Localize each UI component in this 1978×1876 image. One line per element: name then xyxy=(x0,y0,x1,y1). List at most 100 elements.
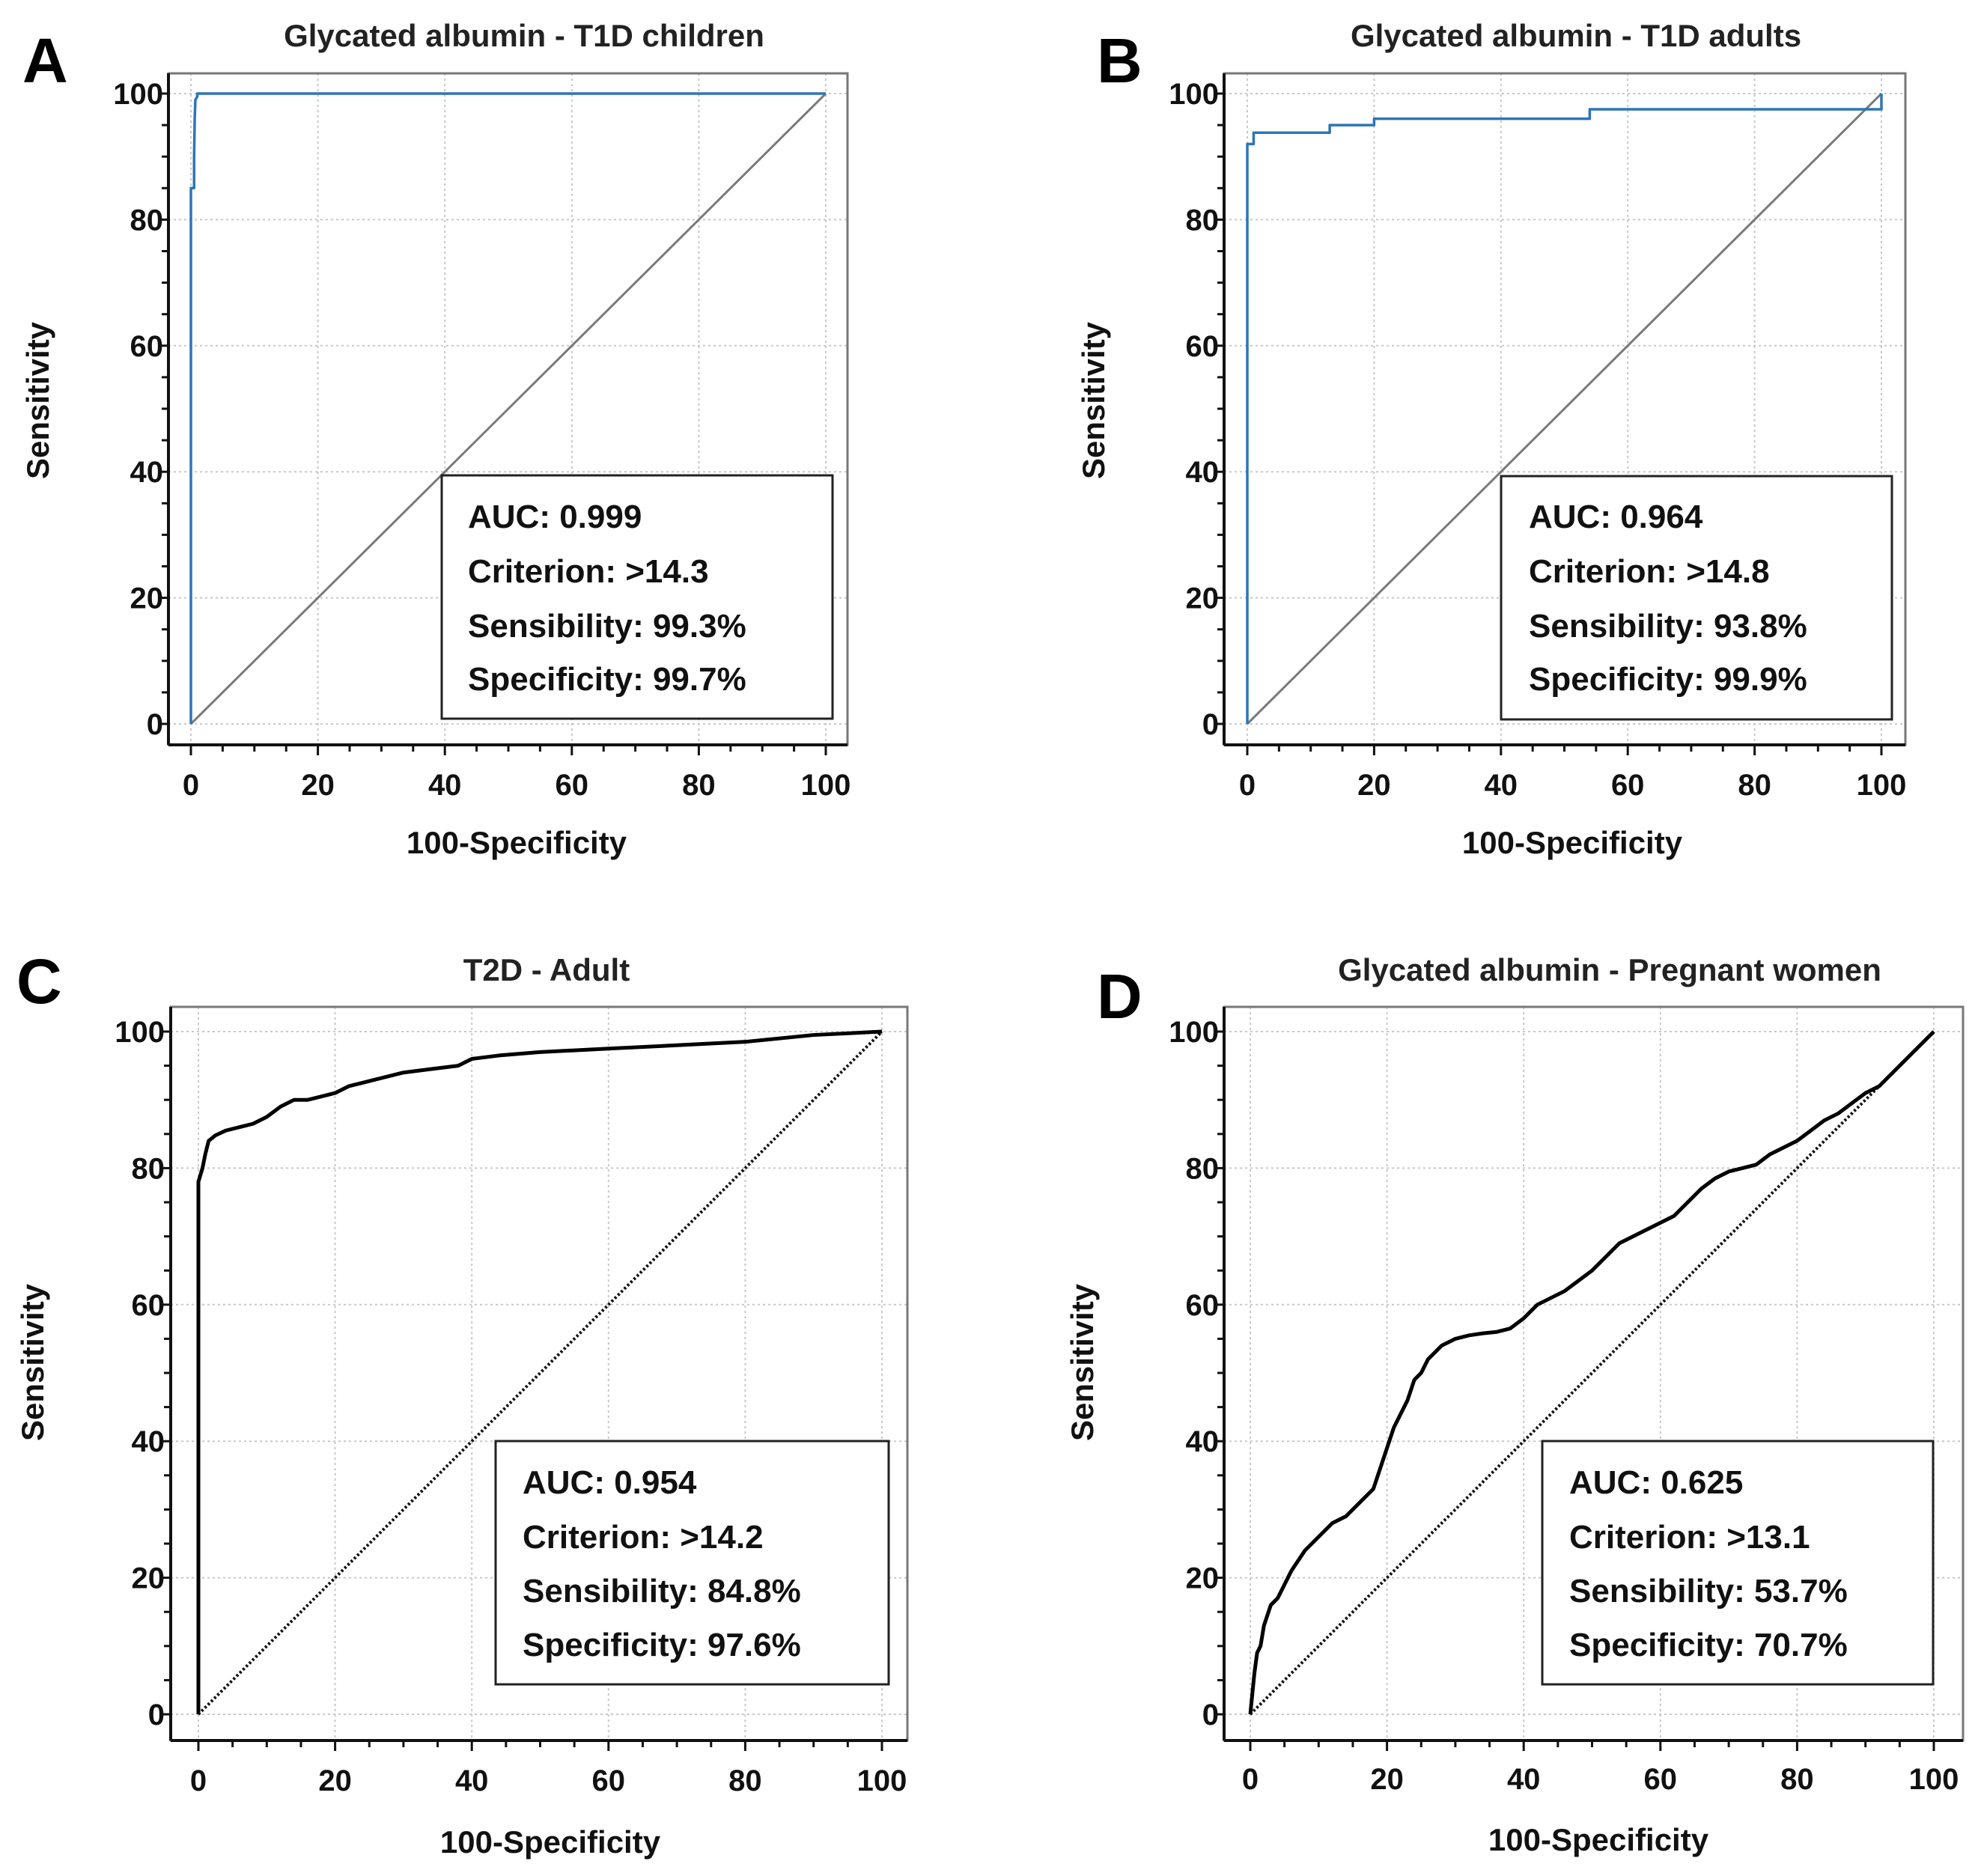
panel-d-stat-sensibility: Sensibility: 53.7% xyxy=(1569,1573,1848,1609)
panel-c-x-tick-label: 40 xyxy=(455,1764,489,1797)
panel-b-x-label: 100-Specificity xyxy=(1462,825,1683,860)
panel-letter-d: D xyxy=(1097,961,1142,1032)
panel-c-y-tick-label: 60 xyxy=(132,1289,165,1322)
panel-d-x-tick-label: 20 xyxy=(1370,1763,1404,1796)
panel-d-y-tick-label: 100 xyxy=(1169,1016,1219,1049)
panel-d-x-tick-label: 60 xyxy=(1644,1763,1678,1796)
panel-letter-a: A xyxy=(22,25,68,96)
panel-a-y-tick-label: 100 xyxy=(113,78,163,111)
panel-b-stat-sensibility: Sensibility: 93.8% xyxy=(1529,608,1807,645)
panel-c-x-tick-label: 20 xyxy=(318,1764,352,1797)
panel-a-title: Glycated albumin - T1D children xyxy=(284,18,764,53)
panel-a-x-tick-label: 80 xyxy=(682,769,716,802)
panel-b-y-tick-label: 80 xyxy=(1186,204,1220,237)
panel-c-y-tick-label: 0 xyxy=(148,1699,165,1732)
panel-b-x-tick-label: 60 xyxy=(1611,769,1645,802)
panel-b-x-tick-label: 80 xyxy=(1738,769,1771,802)
panel-c-y-tick-label: 80 xyxy=(132,1152,165,1185)
panel-a-y-tick-label: 80 xyxy=(130,204,164,237)
panel-d-x-tick-label: 40 xyxy=(1507,1763,1541,1796)
panel-d-y-tick-label: 0 xyxy=(1202,1699,1219,1732)
panel-d-y-tick-label: 40 xyxy=(1186,1425,1220,1458)
panel-a-reference-line xyxy=(189,92,827,725)
panel-b: B Glycated albumin - T1D adults 0 20 40 60 8… xyxy=(1076,18,1907,860)
panel-d-stat-criterion: Criterion: >13.1 xyxy=(1569,1519,1810,1556)
panel-a-y-tick-label: 40 xyxy=(130,456,164,489)
panel-b-y-tick-label: 100 xyxy=(1169,78,1219,111)
panel-a-stat-sensibility: Sensibility: 99.3% xyxy=(468,608,746,645)
panel-b-y-tick-label: 0 xyxy=(1202,708,1219,741)
panel-letter-b: B xyxy=(1097,25,1142,96)
panel-c-stat-criterion: Criterion: >14.2 xyxy=(523,1519,764,1556)
panel-d-reference-line xyxy=(1249,1030,1935,1716)
panel-d: D Glycated albumin - Pregnant women 0 20 4… xyxy=(1065,952,1965,1857)
panel-b-y-tick-label: 40 xyxy=(1186,456,1220,489)
panel-c: C T2D - Adult 0 20 40 60 80 100 0 20 40 60 80 100 1… xyxy=(15,946,909,1860)
panel-b-y-tick-label: 60 xyxy=(1186,330,1220,363)
panel-a: A Glycated albumin - T1D children 0 20 40 6… xyxy=(20,18,850,860)
panel-c-y-tick-label: 20 xyxy=(132,1562,165,1595)
panel-a-y-tick-label: 0 xyxy=(147,708,163,741)
panel-b-x-tick-label: 100 xyxy=(1857,769,1907,802)
panel-b-title: Glycated albumin - T1D adults xyxy=(1351,18,1801,53)
panel-d-y-tick-label: 60 xyxy=(1186,1289,1220,1322)
panel-a-y-tick-label: 20 xyxy=(130,582,164,615)
panel-d-x-tick-label: 0 xyxy=(1242,1763,1259,1796)
panel-d-x-tick-label: 100 xyxy=(1909,1763,1959,1796)
panel-b-stat-specificity: Specificity: 99.9% xyxy=(1529,661,1807,698)
panel-a-x-label: 100-Specificity xyxy=(407,825,627,860)
panel-c-stats-box xyxy=(494,1440,890,1686)
panel-b-stats-box xyxy=(1500,475,1893,721)
panel-a-stat-specificity: Specificity: 99.7% xyxy=(468,661,746,698)
panel-c-x-tick-label: 100 xyxy=(857,1764,907,1797)
panel-b-x-tick-label: 40 xyxy=(1485,769,1518,802)
panel-a-x-tick-label: 20 xyxy=(301,769,335,802)
panel-a-x-tick-label: 40 xyxy=(428,769,462,802)
panel-c-y-label: Sensitivity xyxy=(15,1283,50,1441)
panel-b-stat-criterion: Criterion: >14.8 xyxy=(1529,553,1770,590)
panel-c-y-tick-label: 40 xyxy=(132,1425,165,1458)
panel-a-x-tick-label: 100 xyxy=(801,769,851,802)
panel-d-x-label: 100-Specificity xyxy=(1488,1822,1709,1857)
panel-d-stat-auc: AUC: 0.625 xyxy=(1569,1464,1743,1501)
panel-c-x-tick-label: 0 xyxy=(190,1764,207,1797)
panel-b-reference-line xyxy=(1246,92,1883,725)
panel-d-y-tick-label: 20 xyxy=(1186,1562,1220,1595)
panel-d-stat-specificity: Specificity: 70.7% xyxy=(1569,1627,1848,1663)
panel-c-y-tick-label: 100 xyxy=(115,1016,165,1049)
panel-b-y-label: Sensitivity xyxy=(1076,321,1111,479)
panel-a-plot: 0 20 40 60 80 100 0 20 40 60 80 100 xyxy=(113,72,851,802)
panel-c-roc-curve xyxy=(196,1029,883,1714)
panel-c-stat-sensibility: Sensibility: 84.8% xyxy=(523,1573,801,1609)
panel-a-y-label: Sensitivity xyxy=(20,321,55,479)
panel-d-title: Glycated albumin - Pregnant women xyxy=(1338,952,1881,987)
panel-c-x-label: 100-Specificity xyxy=(440,1824,661,1860)
panel-c-x-tick-label: 60 xyxy=(592,1764,626,1797)
panel-d-plot: 0 20 40 60 80 100 0 20 40 60 80 100 xyxy=(1169,1005,1965,1796)
panel-c-reference-line xyxy=(197,1030,883,1716)
panel-d-y-tick-label: 80 xyxy=(1186,1152,1220,1185)
panel-a-x-tick-label: 0 xyxy=(183,769,199,802)
panel-c-stat-specificity: Specificity: 97.6% xyxy=(523,1627,801,1663)
panel-b-stat-auc: AUC: 0.964 xyxy=(1529,499,1703,535)
panel-d-y-label: Sensitivity xyxy=(1065,1283,1100,1441)
panel-d-stats-box xyxy=(1541,1440,1935,1686)
panel-c-title: T2D - Adult xyxy=(463,952,630,987)
panel-b-x-tick-label: 20 xyxy=(1357,769,1391,802)
panel-a-roc-curve xyxy=(189,92,826,724)
panel-b-roc-curve xyxy=(1246,94,1883,724)
panel-a-y-tick-label: 60 xyxy=(130,330,164,363)
panel-c-stat-auc: AUC: 0.954 xyxy=(523,1464,697,1501)
panel-d-x-tick-label: 80 xyxy=(1780,1763,1814,1796)
panel-a-stat-auc: AUC: 0.999 xyxy=(468,499,642,535)
panel-c-x-tick-label: 80 xyxy=(728,1764,762,1797)
panel-b-x-tick-label: 0 xyxy=(1239,769,1256,802)
panel-a-stats-box xyxy=(440,474,834,720)
panel-a-stat-criterion: Criterion: >14.3 xyxy=(468,553,709,590)
panel-letter-c: C xyxy=(16,946,62,1017)
panel-b-y-tick-label: 20 xyxy=(1186,582,1220,615)
panel-d-roc-curve xyxy=(1248,1030,1935,1715)
panel-a-x-tick-label: 60 xyxy=(556,769,589,802)
panel-b-plot: 0 20 40 60 80 100 0 20 40 60 80 100 xyxy=(1169,72,1907,802)
